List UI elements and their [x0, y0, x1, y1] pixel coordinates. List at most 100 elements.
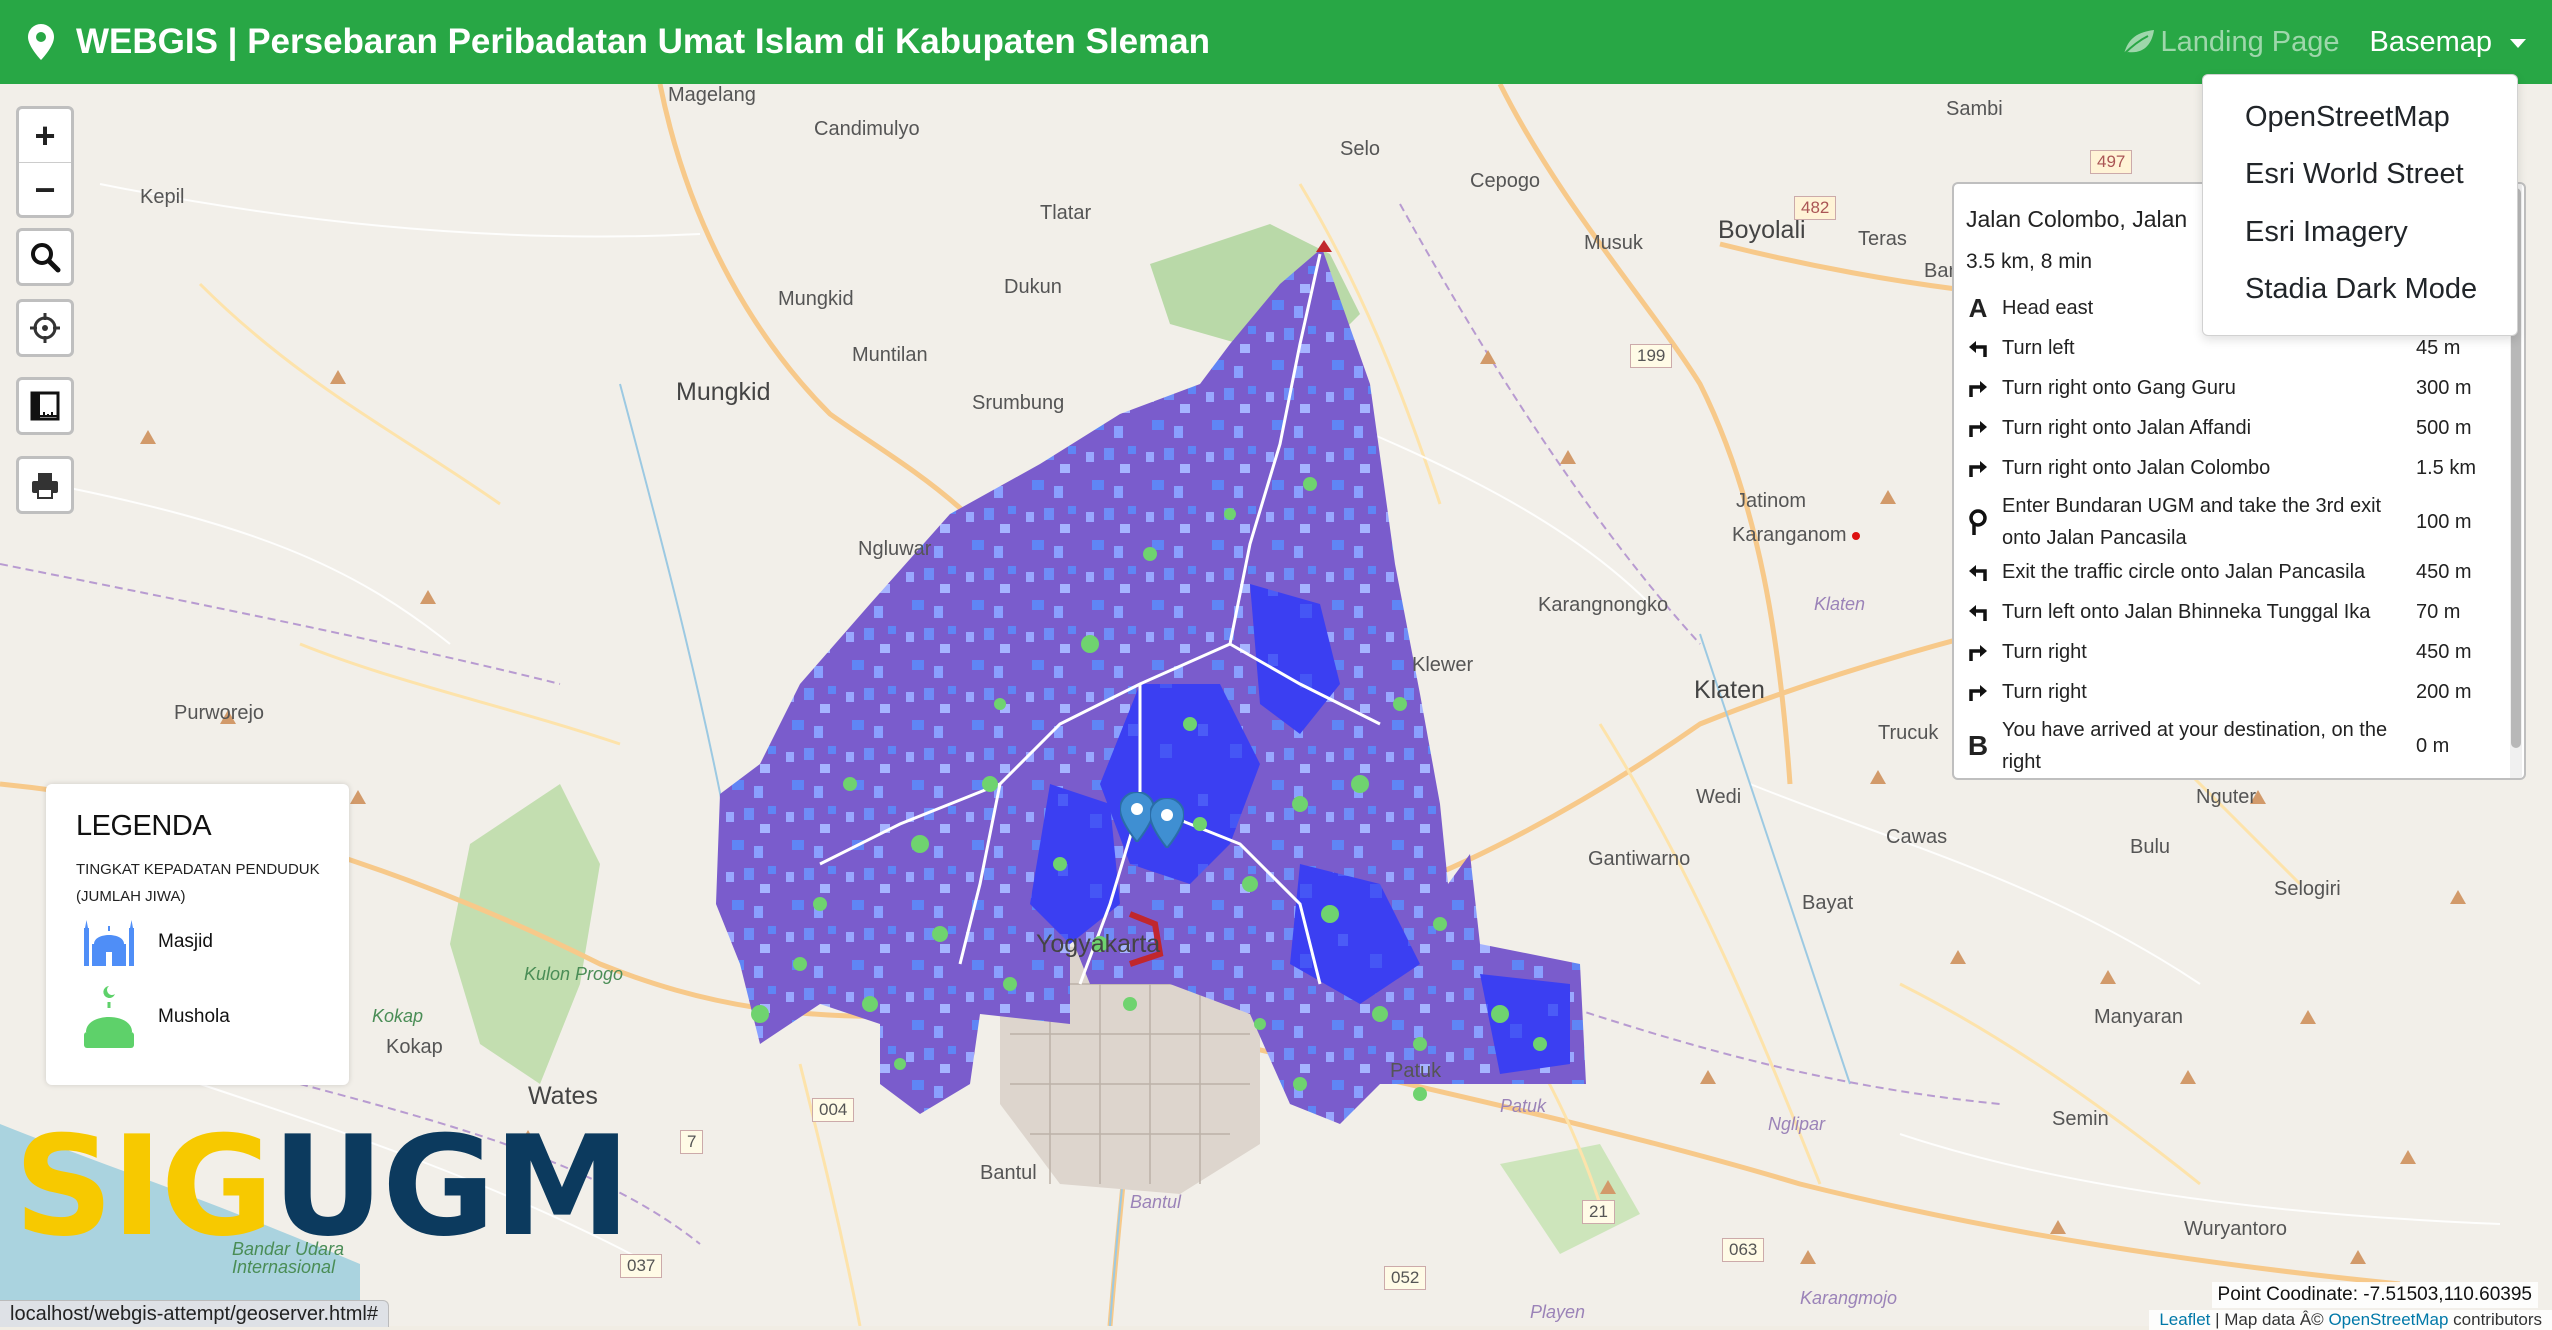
- place-label: Karangmojo: [1800, 1288, 1898, 1308]
- route-instruction[interactable]: Turn left onto Jalan Bhinneka Tunggal Ik…: [1954, 596, 2504, 628]
- legend-item-masjid: Masjid: [82, 918, 213, 966]
- mosque-icon: [84, 920, 134, 966]
- place-label: Musuk: [1584, 232, 1643, 254]
- place-label: Ngluwar: [858, 538, 932, 560]
- road-shield: 7: [680, 1130, 704, 1154]
- turn-left-icon: [1969, 341, 1987, 357]
- mushola-icon: [84, 986, 134, 1048]
- routing-scrollbar-thumb[interactable]: [2511, 188, 2521, 748]
- road-shield: 052: [1384, 1266, 1427, 1290]
- basemap-dropdown-toggle[interactable]: Basemap: [2369, 26, 2526, 59]
- place-label: Manyaran: [2094, 1006, 2183, 1028]
- print-button[interactable]: [16, 456, 74, 514]
- place-label: Cepogo: [1470, 170, 1541, 192]
- legend-panel: LEGENDA TINGKAT KEPADATAN PENDUDUK (JUML…: [46, 784, 349, 1085]
- place-label: Patuk: [1500, 1096, 1547, 1116]
- route-instruction[interactable]: Turn left 45 m: [1954, 332, 2504, 364]
- place-label: Klaten: [1814, 594, 1866, 614]
- road-shield: 063: [1722, 1238, 1765, 1262]
- route-instruction[interactable]: Turn right onto Jalan Affandi 500 m: [1954, 412, 2504, 444]
- place-label: Karangnongko: [1538, 594, 1669, 616]
- search-button[interactable]: [16, 228, 74, 286]
- road-shield: 497: [2090, 150, 2133, 174]
- place-label: Semin: [2052, 1108, 2109, 1130]
- place-label: Boyolali: [1718, 216, 1806, 244]
- basemap-option-stadia-dark[interactable]: Stadia Dark Mode: [2245, 273, 2478, 305]
- turn-right-icon: [1969, 421, 1987, 437]
- route-summary: 3.5 km, 8 min: [1966, 250, 2093, 273]
- place-label: Selo: [1340, 138, 1381, 160]
- location-pin-icon: [28, 24, 54, 60]
- navbar: WEBGIS | Persebaran Peribadatan Umat Isl…: [0, 0, 2552, 84]
- place-label: Candimulyo: [814, 118, 920, 140]
- locate-button[interactable]: [16, 299, 74, 357]
- route-instruction[interactable]: Turn right onto Gang Guru 300 m: [1954, 372, 2504, 404]
- basemap-option-esri-imagery[interactable]: Esri Imagery: [2245, 216, 2408, 248]
- zoom-control: + −: [16, 106, 74, 218]
- place-label: Selogiri: [2274, 878, 2341, 900]
- place-label: Tlatar: [1040, 202, 1092, 224]
- route-instruction[interactable]: Turn right 200 m: [1954, 676, 2504, 708]
- page-title: WEBGIS | Persebaran Peribadatan Umat Isl…: [76, 22, 1211, 61]
- route-instruction[interactable]: Turn right onto Jalan Colombo 1.5 km: [1954, 452, 2504, 484]
- turn-right-icon: [1969, 645, 1987, 661]
- search-icon: [31, 243, 61, 273]
- turn-right-icon: [1969, 461, 1987, 477]
- legend-label: Mushola: [158, 1006, 230, 1027]
- place-label: Bayat: [1802, 892, 1854, 914]
- zoom-out-button[interactable]: −: [19, 162, 71, 216]
- route-instruction[interactable]: Exit the traffic circle onto Jalan Panca…: [1954, 556, 2504, 588]
- place-label: Klaten: [1694, 676, 1765, 704]
- leaflet-link[interactable]: Leaflet: [2159, 1310, 2211, 1329]
- route-instruction[interactable]: Turn right 450 m: [1954, 636, 2504, 668]
- route-instruction[interactable]: A Head east: [1968, 292, 2094, 323]
- route-start-marker[interactable]: [1120, 792, 1154, 842]
- road-shield: 199: [1630, 344, 1673, 368]
- place-label: Trucuk: [1878, 722, 1939, 744]
- route-instruction[interactable]: B You have arrived at your destination, …: [1967, 719, 2450, 773]
- basemap-option-osm[interactable]: OpenStreetMap: [2245, 101, 2450, 133]
- start-a-icon: A: [1968, 292, 1988, 323]
- place-label: Teras: [1858, 228, 1907, 250]
- turn-right-icon: [1969, 381, 1987, 397]
- place-label: Muntilan: [852, 344, 928, 366]
- place-label: Gantiwarno: [1588, 848, 1691, 870]
- route-instruction[interactable]: Enter Bundaran UGM and take the 3rd exit…: [1954, 490, 2504, 554]
- place-label: Yogyakarta: [1036, 930, 1161, 958]
- legend-item-mushola: Mushola: [82, 984, 230, 1050]
- turn-left-icon: [1969, 565, 1987, 581]
- osm-link[interactable]: OpenStreetMap: [2328, 1310, 2449, 1329]
- place-label: Karanganom: [1732, 524, 1847, 546]
- point-coordinate: Point Coodinate: -7.51503,110.60395: [2211, 1282, 2538, 1308]
- route-end-marker[interactable]: [1150, 798, 1184, 848]
- basemap-option-esri-street[interactable]: Esri World Street: [2245, 158, 2464, 190]
- browser-status-url: localhost/webgis-attempt/geoserver.html#: [0, 1300, 389, 1327]
- road-shield: 21: [1582, 1200, 1615, 1224]
- measure-button[interactable]: [16, 377, 74, 435]
- place-label: Purworejo: [174, 702, 265, 724]
- print-icon: [32, 473, 58, 499]
- crosshair-icon: [30, 313, 60, 343]
- place-label: Srumbung: [972, 392, 1065, 414]
- place-label: Wates: [528, 1082, 598, 1110]
- turn-left-icon: [1969, 605, 1987, 621]
- place-label: Klewer: [1412, 654, 1474, 676]
- place-label: Nglipar: [1768, 1114, 1826, 1134]
- place-label: Bantul: [1130, 1192, 1182, 1212]
- landing-page-link[interactable]: Landing Page: [2122, 26, 2339, 59]
- place-label: Kepil: [140, 186, 185, 208]
- place-label: Magelang: [668, 84, 756, 106]
- navbar-brand[interactable]: WEBGIS | Persebaran Peribadatan Umat Isl…: [28, 22, 1210, 62]
- place-label: Mungkid: [778, 288, 854, 310]
- zoom-in-button[interactable]: +: [34, 114, 56, 156]
- place-label: Playen: [1530, 1302, 1586, 1322]
- place-label: Nguter: [2196, 786, 2257, 808]
- legend-subtitle: TINGKAT KEPADATAN PENDUDUK (JUMLAH JIWA): [76, 861, 320, 905]
- place-label: Bandar Udara Internasional: [232, 1239, 345, 1277]
- legend-title: LEGENDA: [76, 810, 212, 842]
- road-shield: 037: [620, 1254, 663, 1278]
- place-label: Bantul: [980, 1162, 1037, 1184]
- road-shield: 482: [1794, 196, 1837, 220]
- ruler-icon: [30, 391, 60, 421]
- sig-ugm-logo: SIGUGM: [14, 1106, 631, 1267]
